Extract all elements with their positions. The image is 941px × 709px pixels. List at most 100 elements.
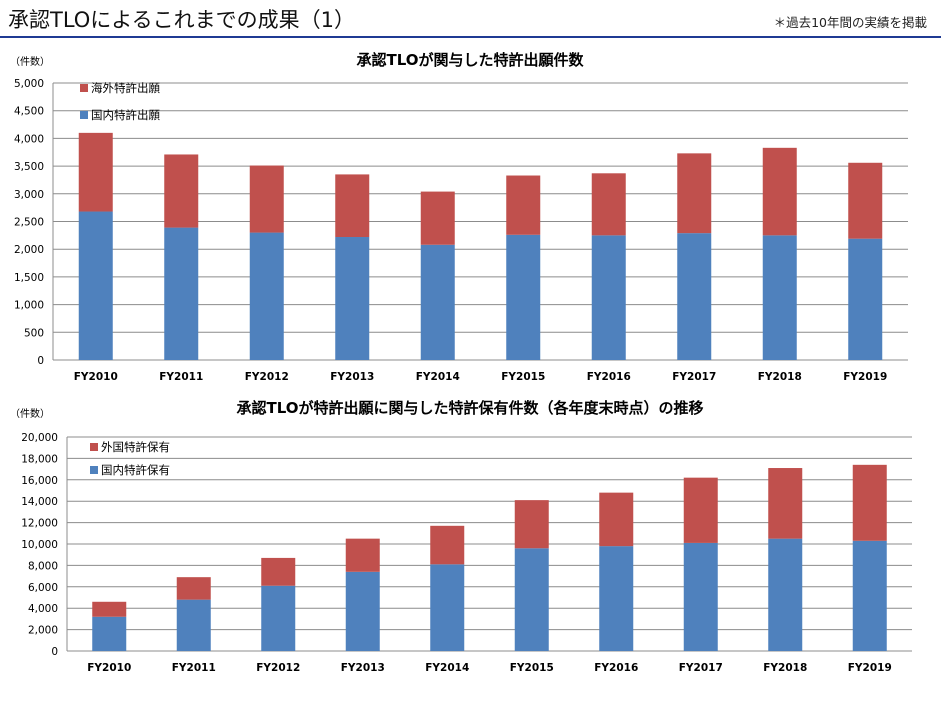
patent-holdings-chart: 承認TLOが特許出願に関与した特許保有件数（各年度末時点）の推移 （件数） 0 2… <box>10 399 912 674</box>
bar-segment <box>249 232 284 360</box>
bar-segment <box>420 244 455 360</box>
bar-segment <box>261 557 296 586</box>
bar-segment <box>430 525 465 565</box>
bar-segment <box>335 237 370 360</box>
bar-segment <box>78 211 113 360</box>
y-tick-label: 3,500 <box>14 161 44 173</box>
legend-swatch <box>90 466 98 474</box>
x-tick-label: FY2016 <box>594 662 638 674</box>
x-axis: FY2010 FY2011 FY2012 FY2013 FY2014 FY2015 FY20… <box>87 662 892 674</box>
chart-title: 承認TLOが関与した特許出願件数 <box>356 51 584 69</box>
y-tick-label: 18,000 <box>21 453 58 465</box>
bar-segment <box>506 175 541 235</box>
y-tick-label: 0 <box>51 646 58 658</box>
x-tick-label: FY2019 <box>843 371 887 383</box>
bar-segment <box>430 564 465 651</box>
bar-segment <box>261 585 296 651</box>
x-tick-label: FY2018 <box>758 371 802 383</box>
y-tick-label: 4,500 <box>14 106 44 118</box>
y-tick-label: 4,000 <box>14 133 44 145</box>
x-tick-label: FY2011 <box>159 371 203 383</box>
bar-segment <box>683 542 718 651</box>
bar-segment <box>852 540 887 651</box>
y-tick-label: 2,000 <box>14 244 44 256</box>
x-tick-label: FY2019 <box>848 662 892 674</box>
bar-segment <box>677 233 712 360</box>
y-tick-label: 2,000 <box>28 625 58 637</box>
bar-segment <box>599 492 634 547</box>
x-tick-label: FY2013 <box>341 662 385 674</box>
y-tick-label: 0 <box>37 355 44 367</box>
bar-segment <box>92 601 127 617</box>
header-divider <box>0 36 941 38</box>
x-tick-label: FY2014 <box>416 371 460 383</box>
patent-applications-chart: 承認TLOが関与した特許出願件数 （件数） 0 500 1,000 1,500 2,00… <box>10 51 908 383</box>
bar-segment <box>591 173 626 236</box>
x-tick-label: FY2010 <box>87 662 131 674</box>
bars <box>78 132 883 360</box>
y-axis: 0 2,000 4,000 6,000 8,000 10,000 12,000 14,000 1… <box>21 432 68 658</box>
legend-label: 国内特許保有 <box>101 463 170 477</box>
bar-segment <box>848 162 883 239</box>
header-note: ＊過去10年間の実績を掲載 <box>773 15 927 30</box>
y-tick-label: 1,500 <box>14 272 44 284</box>
x-tick-label: FY2012 <box>256 662 300 674</box>
y-tick-label: 3,000 <box>14 189 44 201</box>
page-title: 承認TLOによるこれまでの成果（1） <box>8 8 356 32</box>
y-tick-label: 14,000 <box>21 496 58 508</box>
y-tick-label: 2,500 <box>14 217 44 229</box>
x-tick-label: FY2011 <box>172 662 216 674</box>
x-tick-label: FY2017 <box>672 371 716 383</box>
slide-header: 承認TLOによるこれまでの成果（1） ＊過去10年間の実績を掲載 <box>0 0 941 38</box>
bar-segment <box>345 538 380 572</box>
y-tick-label: 12,000 <box>21 518 58 530</box>
bar-segment <box>78 132 113 212</box>
y-tick-label: 20,000 <box>21 432 58 444</box>
x-tick-label: FY2013 <box>330 371 374 383</box>
y-tick-label: 6,000 <box>28 582 58 594</box>
y-axis: 0 500 1,000 1,500 2,000 2,500 3,000 3,500 4,000 4… <box>14 78 54 367</box>
bar-segment <box>848 238 883 360</box>
y-tick-label: 500 <box>24 327 44 339</box>
bar-segment <box>164 154 199 228</box>
legend-swatch <box>80 84 88 92</box>
bars <box>92 464 887 651</box>
x-tick-label: FY2016 <box>587 371 631 383</box>
bar-segment <box>176 577 211 600</box>
chart-title: 承認TLOが特許出願に関与した特許保有件数（各年度末時点）の推移 <box>236 399 703 417</box>
x-tick-label: FY2015 <box>501 371 545 383</box>
legend-label: 外国特許保有 <box>101 440 170 454</box>
y-unit-label: （件数） <box>10 407 50 420</box>
y-tick-label: 1,000 <box>14 300 44 312</box>
bar-segment <box>420 191 455 245</box>
legend-swatch <box>90 443 98 451</box>
bar-segment <box>762 147 797 236</box>
bar-segment <box>514 500 549 549</box>
bar-segment <box>92 616 127 651</box>
x-tick-label: FY2010 <box>74 371 118 383</box>
y-tick-label: 8,000 <box>28 560 58 572</box>
y-tick-label: 10,000 <box>21 539 58 551</box>
x-tick-label: FY2012 <box>245 371 289 383</box>
x-tick-label: FY2017 <box>679 662 723 674</box>
bar-segment <box>768 468 803 539</box>
bar-segment <box>506 234 541 360</box>
y-tick-label: 5,000 <box>14 78 44 90</box>
bar-segment <box>768 538 803 651</box>
bar-segment <box>249 165 284 233</box>
x-axis: FY2010 FY2011 FY2012 FY2013 FY2014 FY2015 FY20… <box>74 371 888 383</box>
bar-segment <box>599 546 634 651</box>
x-tick-label: FY2014 <box>425 662 469 674</box>
bar-segment <box>677 153 712 234</box>
bar-segment <box>176 599 211 651</box>
bar-segment <box>345 571 380 651</box>
bar-segment <box>164 227 199 360</box>
x-tick-label: FY2018 <box>763 662 807 674</box>
y-tick-label: 16,000 <box>21 475 58 487</box>
legend-label: 海外特許出願 <box>91 81 160 95</box>
bar-segment <box>514 548 549 651</box>
legend-swatch <box>80 111 88 119</box>
x-tick-label: FY2015 <box>510 662 554 674</box>
